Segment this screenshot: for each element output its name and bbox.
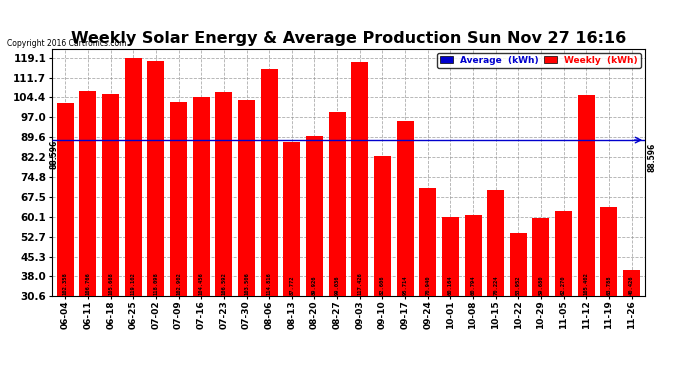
Bar [351, 62, 368, 296]
Text: 102.902: 102.902 [176, 272, 181, 295]
Bar [420, 188, 436, 296]
Text: 88.596: 88.596 [647, 143, 656, 172]
Bar [510, 233, 526, 296]
Bar [125, 58, 141, 296]
Bar [623, 270, 640, 296]
Text: 70.224: 70.224 [493, 275, 498, 295]
Text: 40.426: 40.426 [629, 275, 634, 295]
Text: 106.766: 106.766 [86, 272, 90, 295]
Text: 89.926: 89.926 [312, 275, 317, 295]
Text: Copyright 2016 Cartronics.com: Copyright 2016 Cartronics.com [7, 39, 126, 48]
Text: 87.772: 87.772 [289, 275, 295, 295]
Bar [238, 100, 255, 296]
Text: 118.098: 118.098 [153, 272, 159, 295]
Bar [261, 69, 277, 296]
Bar [306, 136, 323, 296]
Bar [555, 211, 572, 296]
Bar [148, 61, 164, 296]
Text: 105.668: 105.668 [108, 272, 113, 295]
Title: Weekly Solar Energy & Average Production Sun Nov 27 16:16: Weekly Solar Energy & Average Production… [71, 31, 626, 46]
Bar [578, 95, 595, 296]
Legend: Average  (kWh), Weekly  (kWh): Average (kWh), Weekly (kWh) [437, 53, 640, 68]
Bar [464, 215, 482, 296]
Text: 82.606: 82.606 [380, 275, 385, 295]
Bar [533, 218, 549, 296]
Text: 59.680: 59.680 [538, 275, 544, 295]
Bar [215, 92, 233, 296]
Bar [328, 112, 346, 296]
Text: 60.164: 60.164 [448, 275, 453, 295]
Text: 88.596: 88.596 [50, 140, 59, 169]
Text: 104.456: 104.456 [199, 272, 204, 295]
Text: 102.358: 102.358 [63, 272, 68, 295]
Bar [442, 217, 459, 296]
Bar [600, 207, 618, 296]
Bar [79, 91, 97, 296]
Bar [57, 103, 74, 296]
Text: 63.788: 63.788 [607, 275, 611, 295]
Bar [102, 94, 119, 296]
Bar [397, 121, 413, 296]
Bar [284, 142, 300, 296]
Text: 103.506: 103.506 [244, 272, 249, 295]
Text: 119.102: 119.102 [131, 272, 136, 295]
Bar [374, 156, 391, 296]
Bar [193, 98, 210, 296]
Text: 62.270: 62.270 [561, 275, 566, 295]
Bar [170, 102, 187, 296]
Text: 114.816: 114.816 [266, 272, 272, 295]
Text: 106.592: 106.592 [221, 272, 226, 295]
Bar [487, 189, 504, 296]
Text: 99.036: 99.036 [335, 275, 339, 295]
Text: 117.426: 117.426 [357, 272, 362, 295]
Text: 53.952: 53.952 [516, 275, 521, 295]
Text: 95.714: 95.714 [402, 275, 408, 295]
Text: 60.794: 60.794 [471, 275, 475, 295]
Text: 70.940: 70.940 [425, 275, 431, 295]
Text: 105.402: 105.402 [584, 272, 589, 295]
